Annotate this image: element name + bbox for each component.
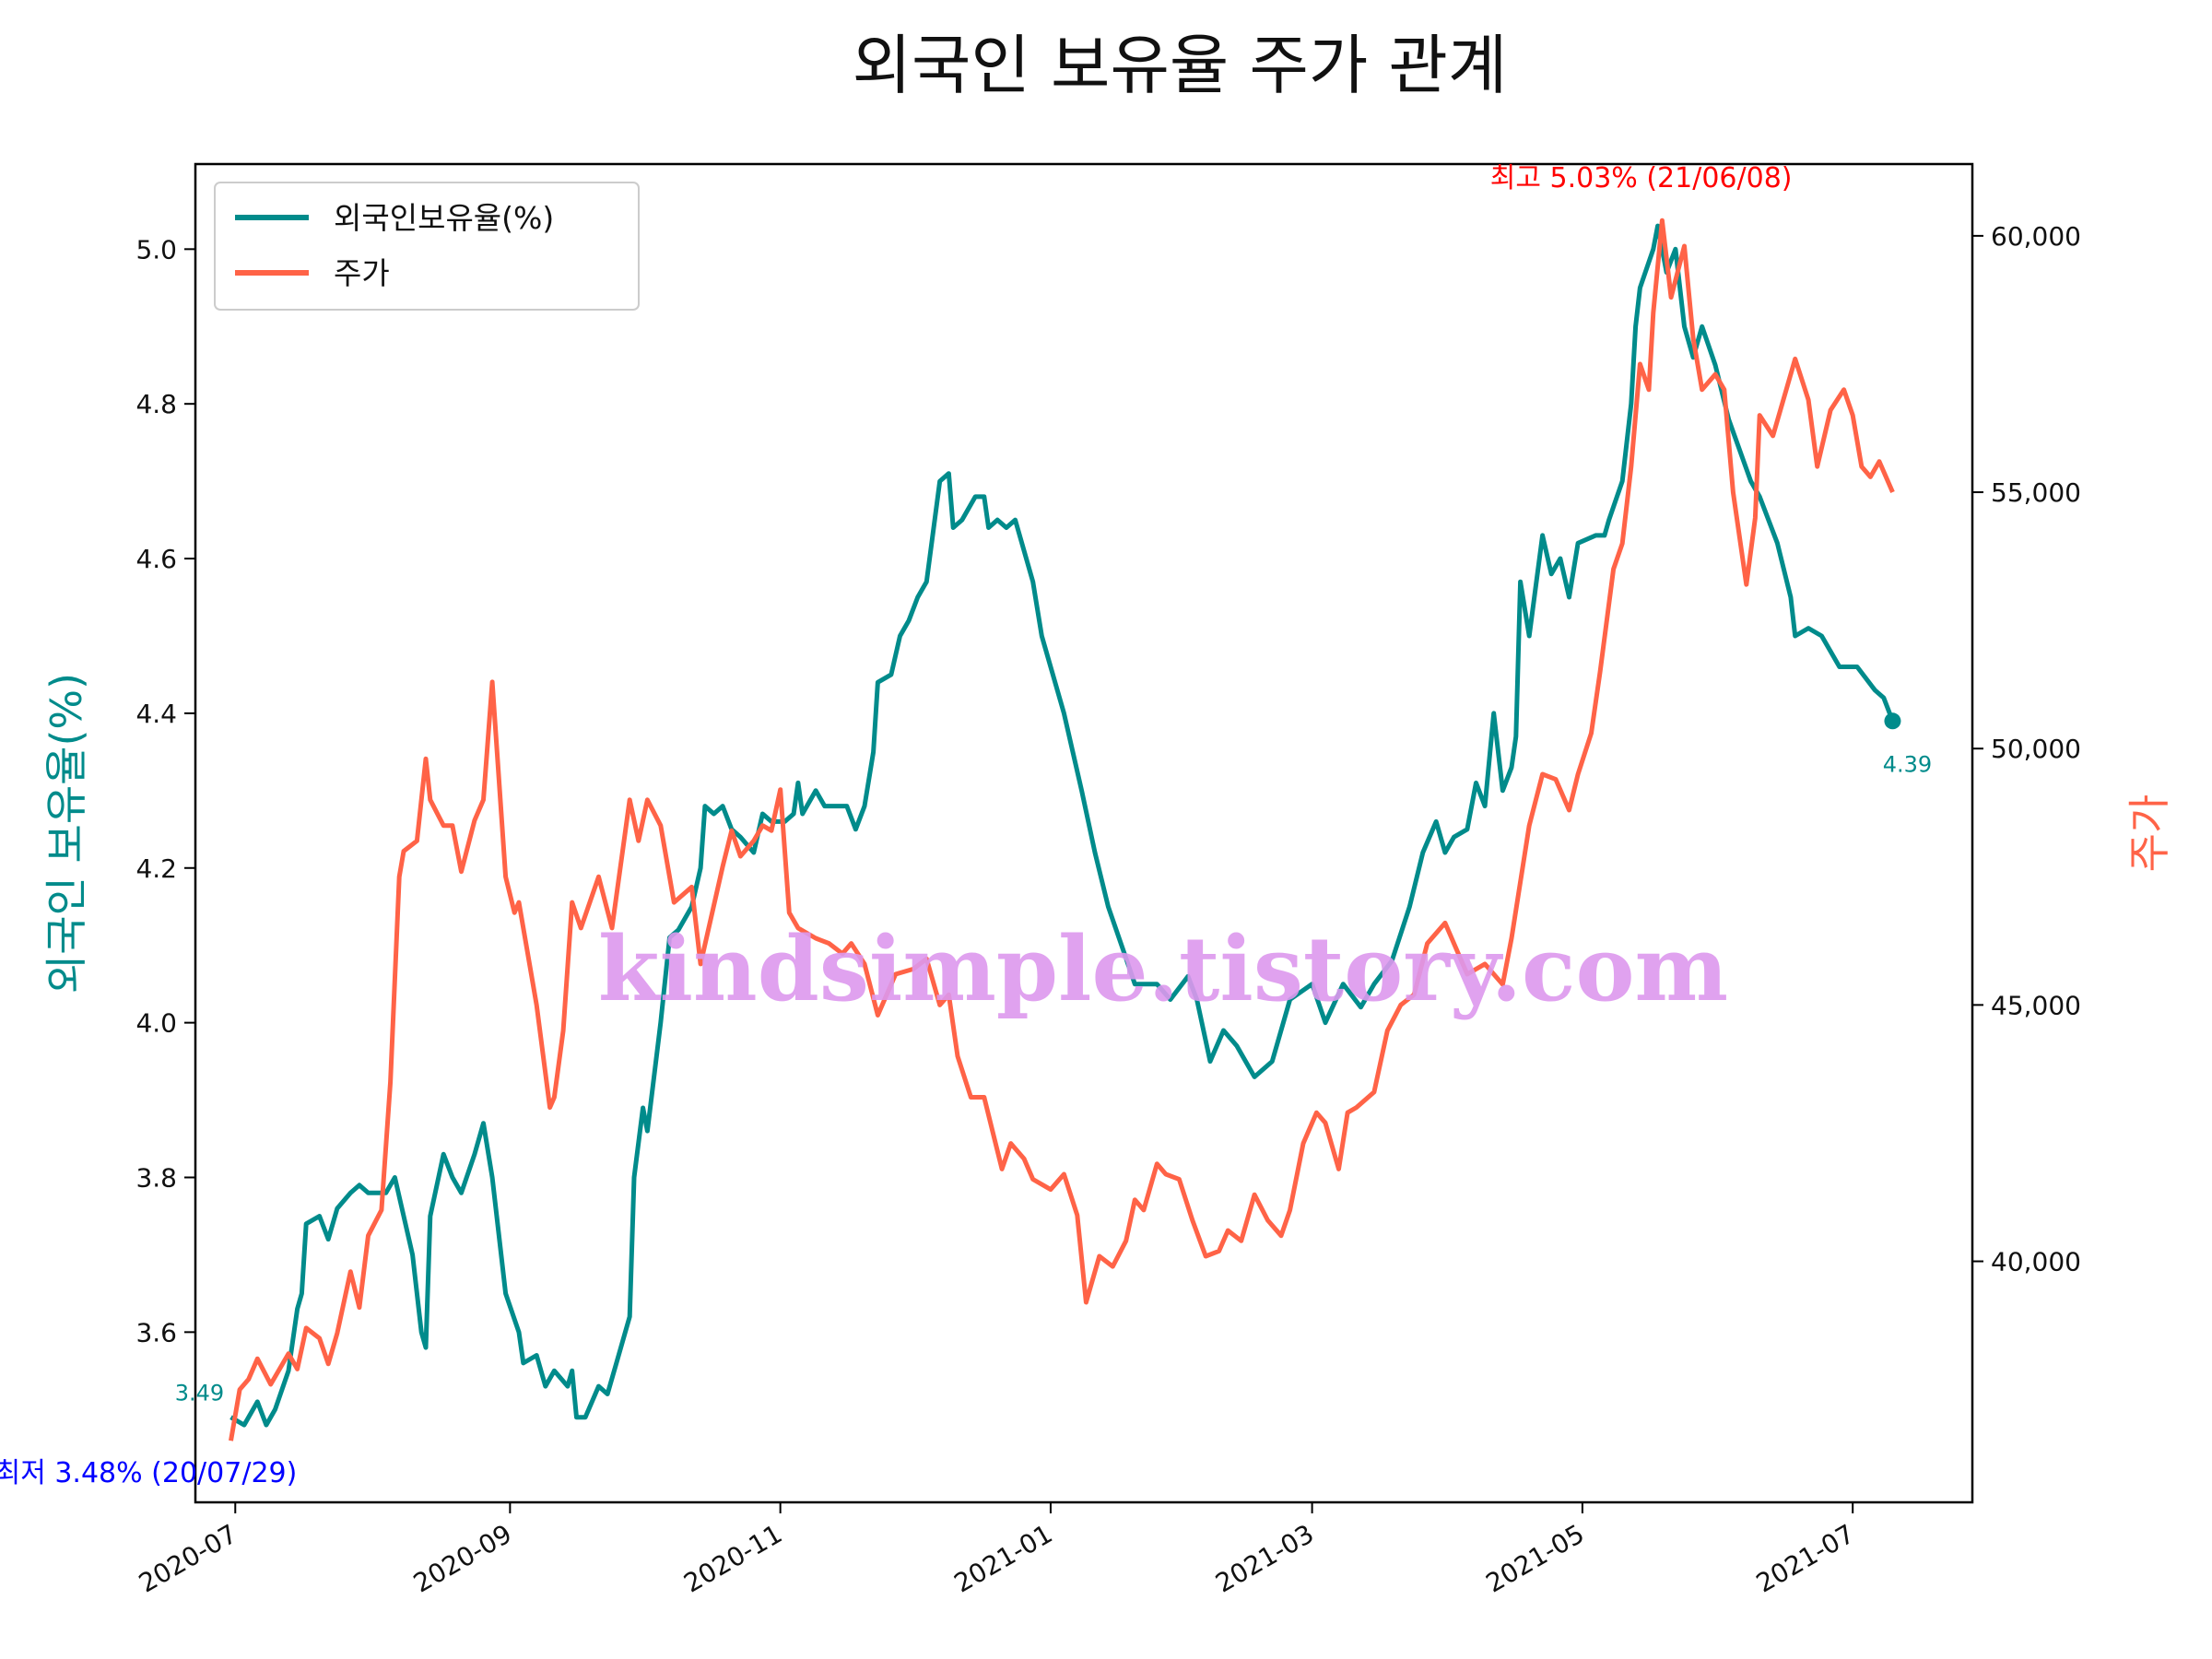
left-tick-label: 5.0: [135, 234, 177, 265]
left-tick-label: 4.6: [135, 544, 177, 574]
left-tick-label: 3.6: [135, 1317, 177, 1347]
left-tick-label: 4.2: [135, 853, 177, 884]
end-value-label: 4.39: [1883, 751, 1932, 777]
min-annotation: 최저 3.48% (20/07/29): [0, 1457, 297, 1489]
left-tick-label: 4.4: [135, 699, 177, 729]
right-tick-label: 45,000: [1991, 990, 2081, 1020]
plot-area: [229, 218, 1895, 1441]
left-tick-label: 4.0: [135, 1008, 177, 1039]
right-tick-label: 40,000: [1991, 1247, 2081, 1277]
left-tick-label: 4.8: [135, 389, 177, 419]
left-tick-label: 3.8: [135, 1162, 177, 1193]
legend-label-foreign: 외국인보유율(%): [334, 200, 554, 236]
right-tick-label: 50,000: [1991, 734, 2081, 764]
right-axis: 40,000 45,000 50,000 55,000 60,000: [1972, 221, 2081, 1277]
plot-frame: [194, 162, 1974, 1504]
series-line-foreign-ratio: [229, 223, 1895, 1428]
start-value-label: 3.49: [175, 1381, 224, 1406]
watermark: kindsimple.tistory.com: [598, 917, 1728, 1021]
legend-label-price: 주가: [334, 255, 390, 291]
right-axis-label: 주가: [2124, 794, 2174, 873]
right-tick-label: 55,000: [1991, 477, 2081, 508]
end-point-marker: [1884, 712, 1901, 730]
series-line-price: [229, 218, 1895, 1441]
left-axis: 3.6 3.8 4.0 4.2 4.4 4.6 4.8 5.0: [135, 234, 195, 1347]
max-annotation: 최고 5.03% (21/06/08): [1490, 162, 1793, 194]
right-tick-label: 60,000: [1991, 221, 2081, 252]
legend: 외국인보유율(%) 주가: [214, 182, 640, 311]
left-axis-label: 외국인 보유율(%): [41, 673, 91, 994]
legend-box: [214, 182, 640, 311]
chart-title: 외국인 보유율 주가 관계: [853, 28, 1508, 103]
